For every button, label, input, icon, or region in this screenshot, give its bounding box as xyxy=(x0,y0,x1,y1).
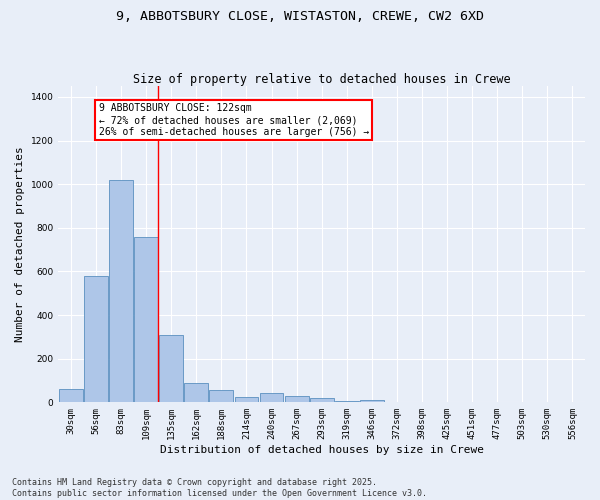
Bar xyxy=(109,180,133,402)
Bar xyxy=(59,389,83,402)
Bar xyxy=(134,236,158,402)
Bar xyxy=(310,398,334,402)
Text: 9, ABBOTSBURY CLOSE, WISTASTON, CREWE, CW2 6XD: 9, ABBOTSBURY CLOSE, WISTASTON, CREWE, C… xyxy=(116,10,484,23)
Title: Size of property relative to detached houses in Crewe: Size of property relative to detached ho… xyxy=(133,73,511,86)
Bar xyxy=(235,397,259,402)
Bar xyxy=(209,390,233,402)
Bar xyxy=(84,276,108,402)
Bar xyxy=(360,400,384,402)
X-axis label: Distribution of detached houses by size in Crewe: Distribution of detached houses by size … xyxy=(160,445,484,455)
Text: 9 ABBOTSBURY CLOSE: 122sqm
← 72% of detached houses are smaller (2,069)
26% of s: 9 ABBOTSBURY CLOSE: 122sqm ← 72% of deta… xyxy=(98,104,369,136)
Bar xyxy=(335,401,359,402)
Bar xyxy=(285,396,308,402)
Bar xyxy=(184,382,208,402)
Text: Contains HM Land Registry data © Crown copyright and database right 2025.
Contai: Contains HM Land Registry data © Crown c… xyxy=(12,478,427,498)
Bar xyxy=(160,334,183,402)
Y-axis label: Number of detached properties: Number of detached properties xyxy=(15,146,25,342)
Bar xyxy=(260,392,283,402)
